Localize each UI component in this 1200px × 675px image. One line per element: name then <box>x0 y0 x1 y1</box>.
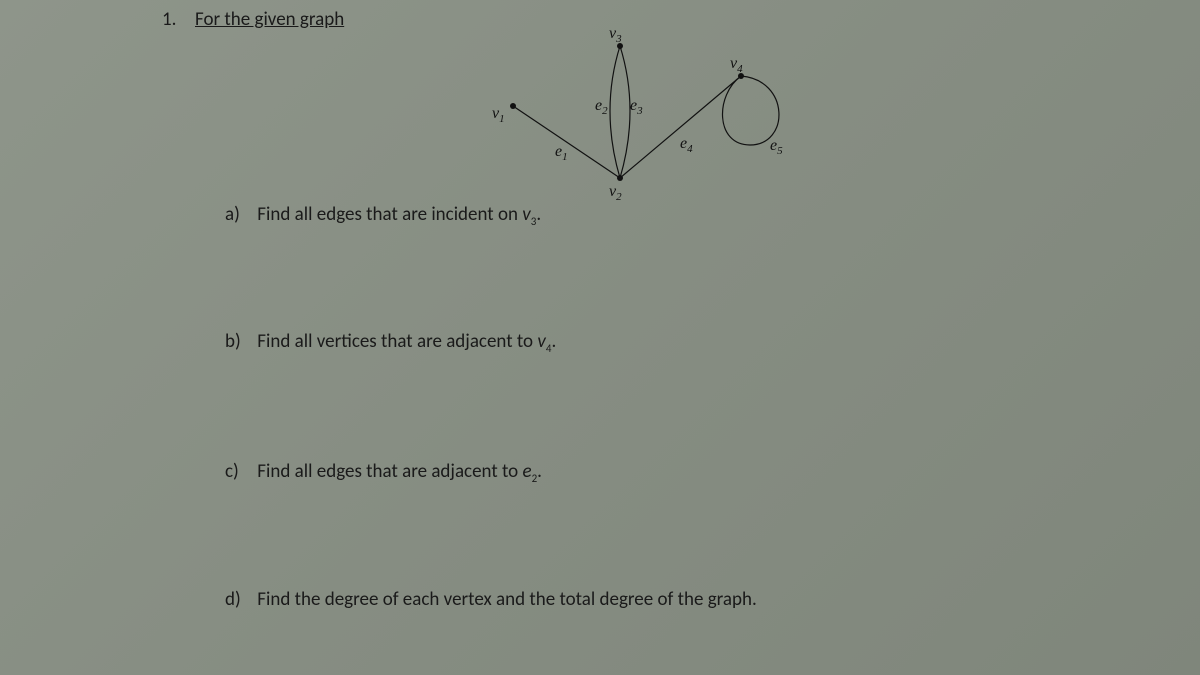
edge-e3 <box>620 46 630 178</box>
edge-e5 <box>723 76 779 145</box>
part-c-letter: c) <box>225 460 253 483</box>
part-a-letter: a) <box>225 203 253 226</box>
edge-e4 <box>620 76 741 178</box>
part-d: d) Find the degree of each vertex and th… <box>225 588 757 611</box>
part-c-text: Find all edges that are adjacent to e2. <box>257 460 542 483</box>
part-a-text: Find all edges that are incident on v3. <box>257 203 541 226</box>
vertex-label-v3: v3 <box>609 25 622 45</box>
part-b-text: Find all vertices that are adjacent to v… <box>257 330 556 353</box>
edge-label-e2: e2 <box>595 97 608 117</box>
edge-label-e3: e3 <box>630 97 643 117</box>
page: 1. For the given graph v1 v2 v3 v4 e1 e2… <box>0 0 1200 675</box>
edge-label-e5: e5 <box>770 137 783 157</box>
graph-edges-svg <box>470 25 870 205</box>
part-d-text: Find the degree of each vertex and the t… <box>257 588 756 611</box>
vertex-label-v1: v1 <box>492 105 505 125</box>
vertex-label-v2: v2 <box>609 183 622 203</box>
graph-figure: v1 v2 v3 v4 e1 e2 e3 e4 e5 <box>470 25 870 205</box>
part-c: c) Find all edges that are adjacent to e… <box>225 460 542 485</box>
part-b: b) Find all vertices that are adjacent t… <box>225 330 556 355</box>
edge-label-e4: e4 <box>680 135 693 155</box>
vertex-v1 <box>510 103 516 109</box>
part-b-letter: b) <box>225 330 253 353</box>
question-title: For the given graph <box>195 8 344 31</box>
part-d-letter: d) <box>225 588 253 611</box>
vertex-label-v4: v4 <box>730 55 743 75</box>
vertex-v2 <box>617 175 623 181</box>
edge-e2 <box>610 46 620 178</box>
question-number: 1. <box>162 8 176 31</box>
part-a: a) Find all edges that are incident on v… <box>225 203 541 228</box>
edge-label-e1: e1 <box>555 143 568 163</box>
